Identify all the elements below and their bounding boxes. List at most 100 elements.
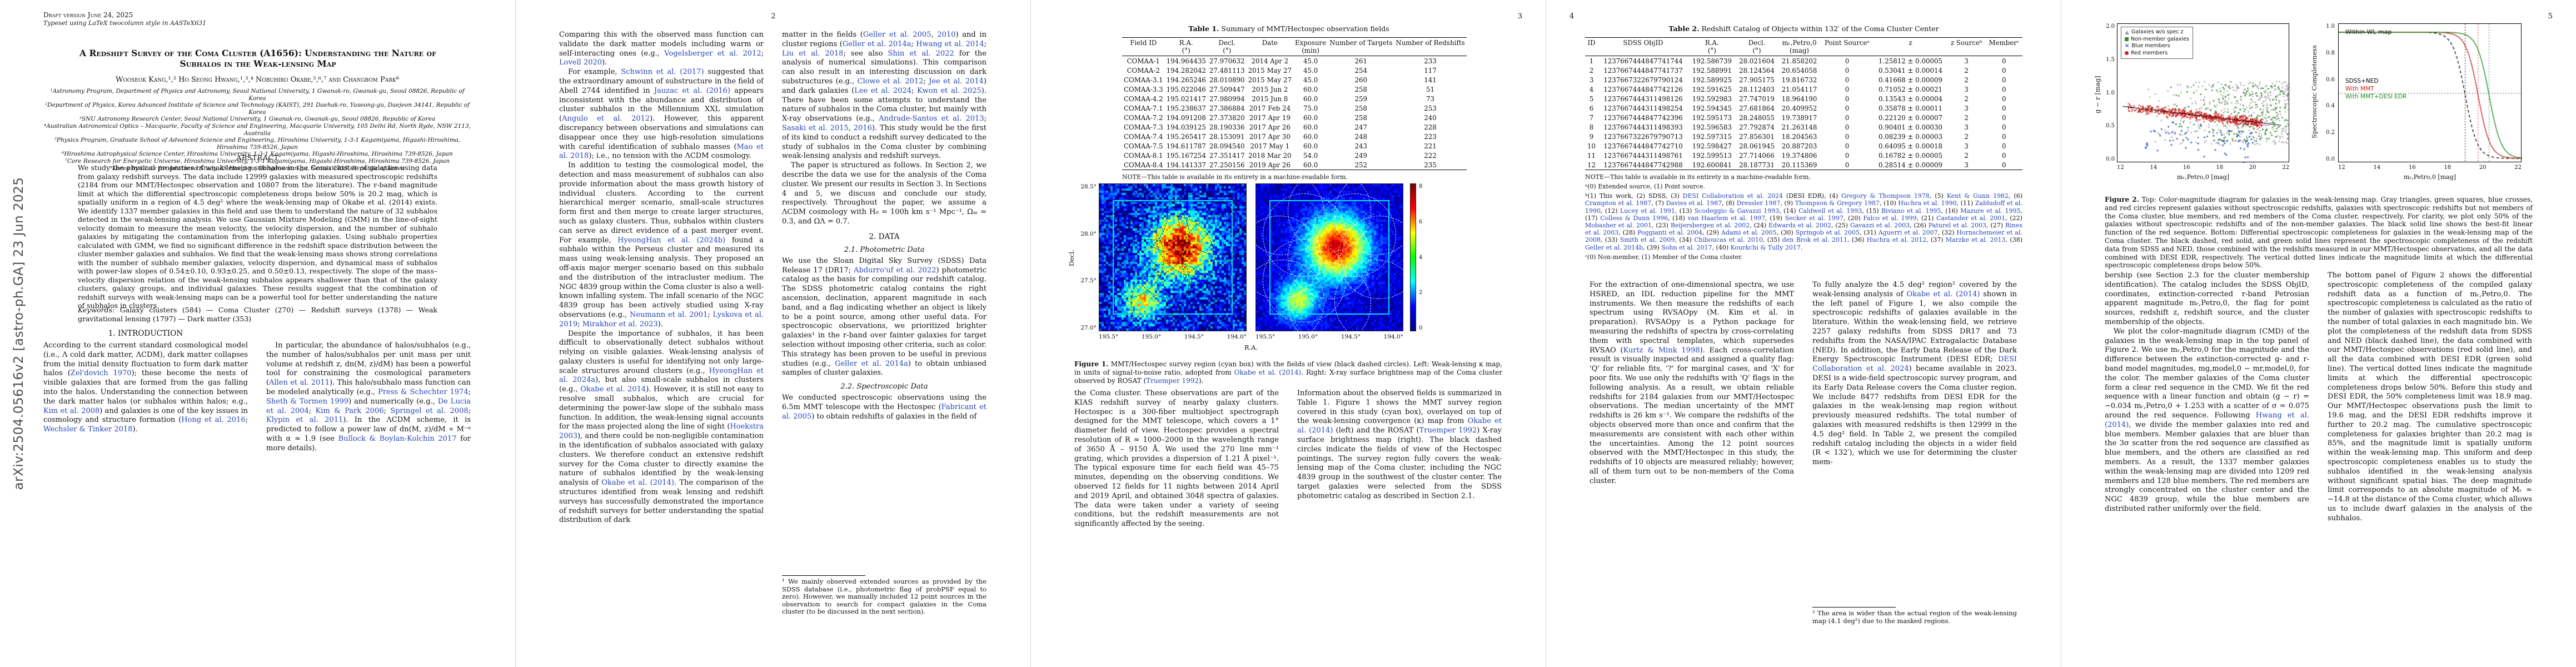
citation-link[interactable]: Truemper 1992 (1419, 426, 1477, 435)
fig1-y-ticks: 28.5° 28.0° 27.5° 27.0° (1075, 183, 1097, 331)
citation-link[interactable]: Crampton et al. 1987 (1585, 200, 1652, 207)
citation-link[interactable]: Biviano et al. 1995 (1881, 207, 1941, 215)
affiliation: ²Department of Physics, Korea Advanced I… (44, 102, 470, 116)
citation-link[interactable]: Press & Schechter 1974 (378, 387, 469, 396)
cell-date: 2018 Mar 20 (1248, 151, 1292, 160)
citation-link[interactable]: Lucey et al. 1991 (1620, 207, 1675, 215)
citation-link[interactable]: HyeongHan et al. (2024b) (617, 236, 726, 245)
citation-link[interactable]: Geller et al. 2014b (1585, 243, 1643, 251)
citation-link[interactable]: Marzke et al. 2013 (1945, 236, 2006, 244)
citation-link[interactable]: Hoekstra 2003 (559, 422, 764, 441)
citation-link[interactable]: Scodeggio & Gavazzi 1993 (1694, 207, 1780, 215)
citation-link[interactable]: Wechsler & Tinker 2018 (43, 425, 133, 434)
citation-link[interactable]: Kourkchi & Tully 2017 (1730, 243, 1801, 251)
citation-link[interactable]: Geller et al. 2014a (835, 359, 908, 368)
citation-link[interactable]: Chiboucas et al. 2010 (1694, 236, 1763, 244)
citation-link[interactable]: Falco et al. 1999 (1863, 214, 1917, 222)
cell-ra: 192.597315 (1692, 132, 1732, 141)
citation-link[interactable]: Castander et al. 2001 (1936, 214, 2006, 222)
citation-link[interactable]: Gregory & Thompson 1978 (1841, 192, 1930, 200)
colorbar-tick: 8 (1419, 183, 1423, 190)
citation-link[interactable]: HyeongHan et al. 2024a (559, 366, 764, 385)
citation-link[interactable]: Truemper 1992 (1146, 376, 1199, 385)
citation-link[interactable]: Beijersbergen et al. 2002 (1670, 222, 1750, 230)
citation-link[interactable]: Secker et al. 1997 (1785, 214, 1843, 222)
citation-link[interactable]: Huchra et al. 1990 (1898, 200, 1957, 207)
citation-link[interactable]: Jauzac et al. (2016) (654, 86, 731, 95)
citation-link[interactable]: Lee et al. 2024 (854, 86, 912, 95)
citation-link[interactable]: Okabe et al. (2014) (601, 479, 674, 487)
axis-tick: 1.0 (2326, 23, 2335, 29)
citation-link[interactable]: 2016 (853, 123, 872, 132)
cell-member: 0 (2002, 66, 2006, 74)
citation-link[interactable]: DESI Collaboration et al. 2024 (1682, 192, 1783, 200)
citation-link[interactable]: Bullock & Boylan-Kolchin 2017 (338, 434, 457, 443)
citation-link[interactable]: Okabe et al. (2014) (1906, 290, 1980, 298)
citation-link[interactable]: Geller et al. 2005 (863, 31, 931, 39)
citation-link[interactable]: Paturel et al. 2003 (1928, 222, 1987, 230)
citation-link[interactable]: Sasaki et al. 2015 (782, 123, 849, 132)
citation-link[interactable]: Springel et al. 2008 (390, 406, 469, 415)
cell-exposure: 45.0 (1303, 66, 1318, 74)
citation-link[interactable]: Lyskova et al. 2019 (559, 310, 764, 328)
citation-link[interactable]: Allen et al. 2011 (269, 379, 330, 387)
citation-link[interactable]: Edwards et al. 2002 (1768, 222, 1832, 230)
citation-link[interactable]: Fabricant et al. 2005 (782, 402, 986, 421)
citation-link[interactable]: De Lucia et al. 2004 (266, 397, 471, 415)
citation-link[interactable]: Okabe et al. 2014 (580, 385, 646, 394)
axis-tick: 18 (2444, 165, 2452, 171)
citation-link[interactable]: Kwon et al. 2025 (916, 86, 981, 95)
citation-link[interactable]: Kim et al. 2008 (43, 406, 100, 415)
citation-link[interactable]: Okabe et al. (2014) (1234, 368, 1302, 376)
cell-member: 0 (2002, 57, 2006, 65)
citation-link[interactable]: Zabludoff et al. 1990 (1585, 200, 2022, 215)
citation-link[interactable]: Rines et al. 2003 (1585, 222, 2022, 237)
citation-link[interactable]: Schwinn et al. (2017) (621, 68, 704, 77)
citation-link[interactable]: Vogelsberger et al. 2012 (664, 49, 761, 58)
citation-link[interactable]: van Haarlem et al. 1997 (1687, 214, 1766, 222)
citation-link[interactable]: Klypin et al. 2011 (266, 416, 343, 425)
citation-link[interactable]: Clowe et al. 2012 (857, 77, 924, 86)
citation-link[interactable]: Aguerri et al. 2007 (1878, 229, 1938, 237)
citation-link[interactable]: Davies et al. 1987 (1666, 200, 1722, 207)
citation-link[interactable]: Dressler 1987 (1736, 200, 1781, 207)
citation-link[interactable]: Andrade-Santos et al. 2013 (879, 115, 984, 123)
citation-link[interactable]: Adami et al. 2005 (1721, 229, 1777, 237)
footnote-rule (782, 575, 865, 576)
citation-link[interactable]: Colless & Dunn 1996 (1600, 214, 1668, 222)
citation-link[interactable]: Zel'dovich 1970 (70, 369, 132, 378)
citation-link[interactable]: den Brok et al. 2011 (1782, 236, 1847, 244)
citation-link[interactable]: Lovell 2020 (559, 58, 602, 67)
citation-link[interactable]: Poggianti et al. 2004 (1637, 229, 1703, 237)
draft-version-line: Draft version June 24, 2025 (43, 11, 133, 19)
citation-link[interactable]: Mazure et al. 1995 (1960, 207, 2021, 215)
citation-link[interactable]: Sheth & Tormen 1999 (266, 397, 349, 406)
citation-link[interactable]: Angulo et al. 2012 (562, 115, 650, 123)
citation-link[interactable]: Shin et al. 2022 (888, 49, 954, 58)
citation-link[interactable]: Springob et al. 2005 (1795, 229, 1860, 237)
citation-link[interactable]: Smith et al. 2009 (1620, 236, 1675, 244)
citation-link[interactable]: Mobasher et al. 2001 (1585, 222, 1652, 230)
citation-link[interactable]: Sohn et al. 2017 (1661, 243, 1712, 251)
citation-link[interactable]: Abdurro'uf et al. 2022 (854, 266, 936, 275)
citation-link[interactable]: Kurtz & Mink 1998 (1623, 346, 1700, 355)
citation-link[interactable]: Hornschemeier et al. 2008 (1585, 229, 2022, 244)
citation-link[interactable]: Neumann et al. 2001 (629, 310, 708, 319)
citation-link[interactable]: Mirakhor et al. 2023 (582, 320, 658, 328)
citation-link[interactable]: Geller et al. 2014a (842, 39, 911, 48)
citation-link[interactable]: Caldwell et al. 1993 (1798, 207, 1862, 215)
citation-link[interactable]: Kim & Park 2006 (315, 406, 384, 415)
citation-link[interactable]: 2010 (937, 31, 956, 39)
citation-link[interactable]: Thompson & Gregory 1987 (1795, 200, 1880, 207)
citation-link[interactable]: Okabe et al. (2014) (1297, 417, 1502, 435)
citation-link[interactable]: Jee et al. 2014 (929, 77, 984, 86)
citation-link[interactable]: DESI Collaboration et al. 2024 (1812, 355, 2017, 374)
citation-link[interactable]: Liu et al. 2018 (782, 49, 844, 58)
citation-link[interactable]: Mao et al. 2018 (559, 142, 764, 161)
citation-link[interactable]: Kent & Gunn 1982 (1946, 192, 2009, 200)
citation-link[interactable]: Hong et al. 2016 (181, 416, 246, 425)
citation-link[interactable]: Hwang et al. (2014) (2105, 411, 2309, 429)
citation-link[interactable]: Hwang et al. 2014 (916, 39, 984, 48)
citation-link[interactable]: Huchra et al. 2012 (1866, 236, 1927, 244)
citation-link[interactable]: Gavazzi et al. 2003 (1850, 222, 1910, 230)
